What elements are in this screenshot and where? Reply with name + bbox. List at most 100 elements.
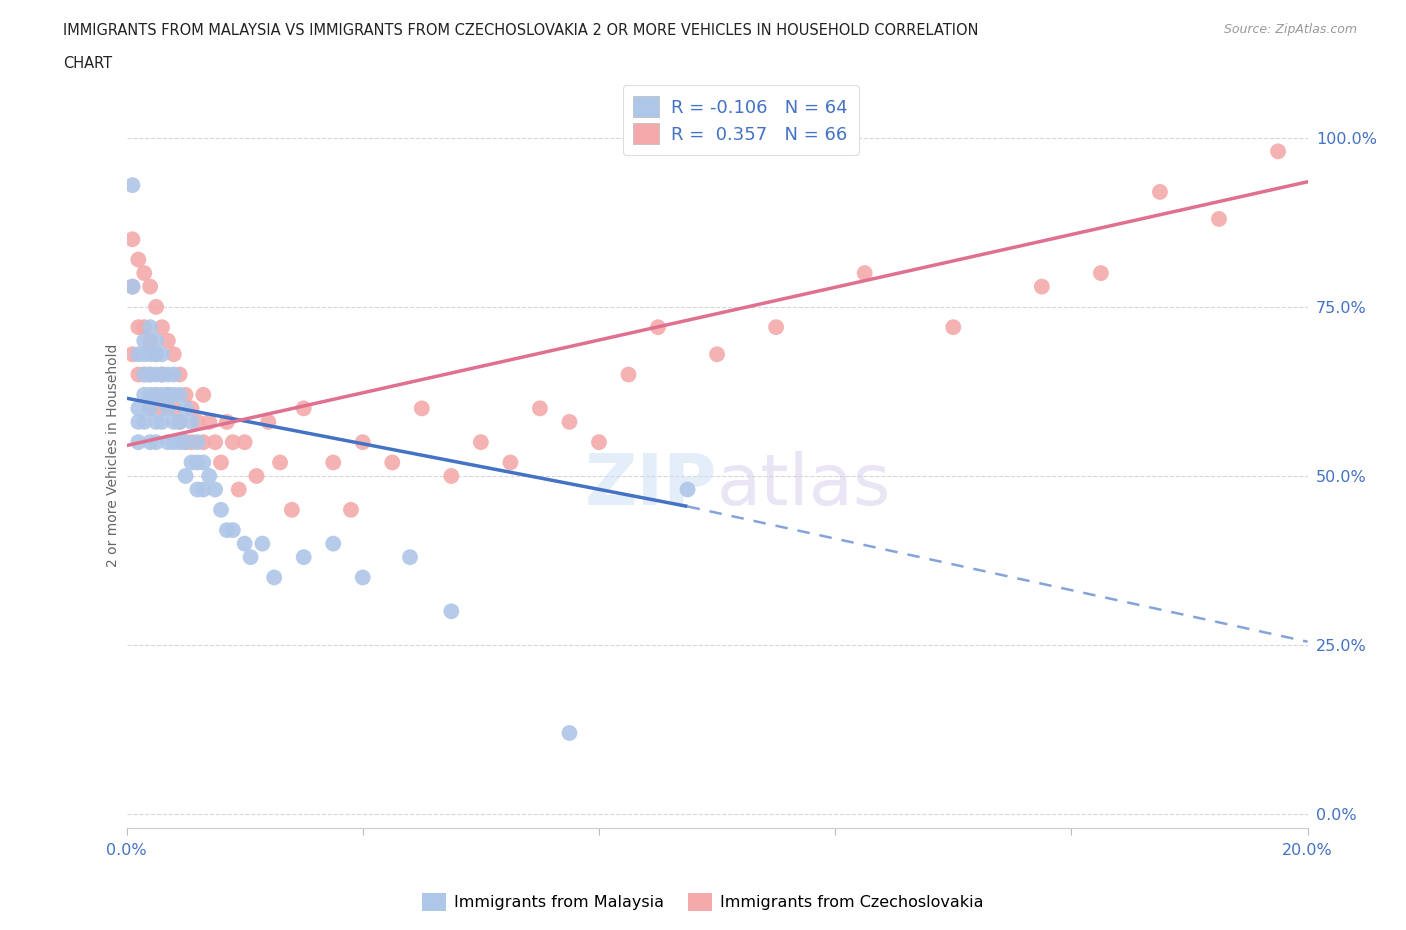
- Point: [322, 455, 344, 470]
- Point: [150, 367, 173, 382]
- Point: [942, 320, 965, 335]
- Point: [340, 502, 363, 517]
- Point: [765, 320, 787, 335]
- Text: CHART: CHART: [63, 56, 112, 71]
- Point: [156, 388, 179, 403]
- Point: [228, 482, 250, 497]
- Text: ZIP: ZIP: [585, 451, 717, 520]
- Point: [1267, 144, 1289, 159]
- Point: [399, 550, 422, 565]
- Point: [180, 434, 202, 449]
- Point: [352, 434, 374, 449]
- Point: [163, 415, 186, 430]
- Point: [150, 401, 173, 416]
- Point: [127, 367, 149, 382]
- Point: [174, 469, 197, 484]
- Point: [1208, 211, 1230, 226]
- Point: [440, 469, 463, 484]
- Point: [127, 320, 149, 335]
- Point: [257, 415, 280, 430]
- Point: [186, 434, 208, 449]
- Point: [529, 401, 551, 416]
- Point: [134, 388, 156, 403]
- Point: [121, 279, 143, 294]
- Point: [139, 401, 162, 416]
- Point: [121, 178, 143, 193]
- Point: [139, 388, 162, 403]
- Point: [193, 455, 215, 470]
- Point: [145, 388, 167, 403]
- Text: atlas: atlas: [717, 451, 891, 520]
- Point: [292, 401, 315, 416]
- Point: [706, 347, 728, 362]
- Point: [150, 367, 173, 382]
- Point: [134, 347, 156, 362]
- Point: [411, 401, 433, 416]
- Point: [1090, 266, 1112, 281]
- Point: [617, 367, 640, 382]
- Text: Source: ZipAtlas.com: Source: ZipAtlas.com: [1223, 23, 1357, 36]
- Point: [150, 388, 173, 403]
- Point: [127, 415, 149, 430]
- Point: [193, 482, 215, 497]
- Point: [139, 434, 162, 449]
- Point: [127, 347, 149, 362]
- Point: [281, 502, 304, 517]
- Point: [127, 434, 149, 449]
- Point: [134, 415, 156, 430]
- Point: [676, 482, 699, 497]
- Point: [558, 725, 581, 740]
- Point: [139, 347, 162, 362]
- Point: [139, 279, 162, 294]
- Point: [269, 455, 291, 470]
- Point: [139, 401, 162, 416]
- Point: [145, 367, 167, 382]
- Point: [163, 388, 186, 403]
- Point: [134, 367, 156, 382]
- Point: [215, 415, 238, 430]
- Point: [381, 455, 404, 470]
- Point: [121, 232, 143, 246]
- Point: [558, 415, 581, 430]
- Point: [163, 434, 186, 449]
- Y-axis label: 2 or more Vehicles in Household: 2 or more Vehicles in Household: [107, 344, 121, 567]
- Point: [134, 367, 156, 382]
- Point: [156, 333, 179, 348]
- Point: [263, 570, 285, 585]
- Point: [174, 388, 197, 403]
- Point: [145, 347, 167, 362]
- Point: [169, 415, 191, 430]
- Point: [588, 434, 610, 449]
- Point: [127, 252, 149, 267]
- Point: [145, 333, 167, 348]
- Point: [174, 434, 197, 449]
- Point: [233, 537, 256, 551]
- Point: [163, 367, 186, 382]
- Point: [245, 469, 267, 484]
- Point: [222, 523, 245, 538]
- Point: [156, 367, 179, 382]
- Point: [647, 320, 669, 335]
- Point: [186, 455, 208, 470]
- Text: IMMIGRANTS FROM MALAYSIA VS IMMIGRANTS FROM CZECHOSLOVAKIA 2 OR MORE VEHICLES IN: IMMIGRANTS FROM MALAYSIA VS IMMIGRANTS F…: [63, 23, 979, 38]
- Point: [193, 388, 215, 403]
- Point: [145, 299, 167, 314]
- Legend: R = -0.106   N = 64, R =  0.357   N = 66: R = -0.106 N = 64, R = 0.357 N = 66: [623, 86, 859, 155]
- Point: [853, 266, 876, 281]
- Point: [139, 320, 162, 335]
- Point: [239, 550, 262, 565]
- Point: [156, 388, 179, 403]
- Point: [186, 482, 208, 497]
- Point: [222, 434, 245, 449]
- Point: [134, 333, 156, 348]
- Point: [198, 469, 221, 484]
- Point: [174, 434, 197, 449]
- Point: [156, 401, 179, 416]
- Point: [499, 455, 522, 470]
- Point: [121, 347, 143, 362]
- Point: [1149, 184, 1171, 199]
- Point: [180, 415, 202, 430]
- Point: [127, 401, 149, 416]
- Point: [233, 434, 256, 449]
- Point: [150, 320, 173, 335]
